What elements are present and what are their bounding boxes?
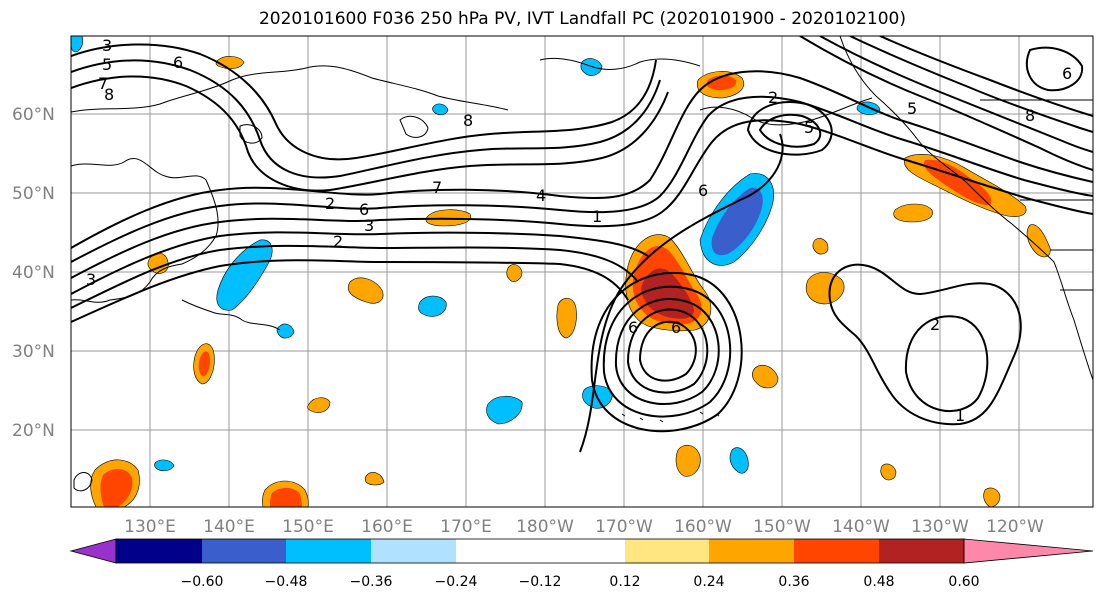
- latitude-labels: 60°N 50°N 40°N 30°N 20°N: [12, 105, 55, 441]
- contour-label: 8: [104, 85, 114, 104]
- colorbar-tick-label: −0.48: [265, 574, 308, 590]
- colorbar-segment: [202, 539, 286, 563]
- lon-label: 140°W: [832, 517, 890, 537]
- contour-label: 7: [432, 178, 442, 197]
- colorbar-tick-label: 0.36: [778, 574, 809, 590]
- map-frame: [70, 35, 1094, 508]
- ivt-negative-shading: [71, 36, 881, 474]
- colorbar-ticks: −0.60 −0.48 −0.36 −0.24 −0.12 0.12 0.24 …: [181, 574, 980, 590]
- lat-label: 30°N: [12, 342, 55, 362]
- contour-label: 6: [628, 318, 638, 337]
- contour-label: 1: [955, 406, 965, 425]
- contour-label: 8: [463, 111, 473, 130]
- pv-contours: [71, 36, 1093, 453]
- longitude-labels: 130°E 140°E 150°E 160°E 170°E 180°W 170°…: [124, 517, 1044, 537]
- contour-label: 2: [930, 315, 940, 334]
- lat-label: 60°N: [12, 105, 55, 125]
- colorbar-extend-low: [69, 538, 117, 564]
- contour-label: 1: [592, 207, 602, 226]
- colorbar-segment: [794, 539, 879, 563]
- colorbar-segment: [879, 539, 964, 563]
- contour-label: 2: [768, 88, 778, 107]
- colorbar-segment: [540, 539, 625, 563]
- colorbar-tick-label: −0.24: [435, 574, 478, 590]
- colorbar-segment: [286, 539, 371, 563]
- contour-label: 6: [698, 181, 708, 200]
- colorbar-tick-label: −0.12: [519, 574, 562, 590]
- contour-label: 6: [1062, 64, 1072, 83]
- map-title: 2020101600 F036 250 hPa PV, IVT Landfall…: [258, 9, 906, 29]
- contour-label: 7: [98, 74, 108, 93]
- colorbar-frame: [115, 538, 965, 564]
- lon-label: 130°W: [911, 517, 969, 537]
- contour-label: 2: [333, 232, 343, 251]
- contour-label: 5: [102, 55, 112, 74]
- lon-label: 160°W: [674, 517, 732, 537]
- contour-label: 3: [364, 216, 374, 235]
- lon-label: 170°W: [595, 517, 653, 537]
- lon-label: 160°E: [361, 517, 413, 537]
- contour-label: 3: [102, 36, 112, 55]
- colorbar-extend-high: [963, 538, 1094, 564]
- contour-label: 6: [359, 200, 369, 219]
- lon-label: 140°E: [203, 517, 255, 537]
- contour-label: 4: [536, 186, 546, 205]
- lat-label: 20°N: [12, 421, 55, 441]
- colorbar-segment: [456, 539, 540, 563]
- colorbar-tick-label: 0.48: [863, 574, 894, 590]
- colorbar-segment: [709, 539, 794, 563]
- contour-label: 5: [804, 118, 814, 137]
- lon-label: 170°E: [440, 517, 492, 537]
- contour-label: 6: [671, 318, 681, 337]
- colorbar-segment: [625, 539, 709, 563]
- colorbar-segment: [371, 539, 456, 563]
- contour-label: 5: [907, 99, 917, 118]
- contour-label: 3: [86, 270, 96, 289]
- colorbar-tick-label: −0.60: [181, 574, 224, 590]
- colorbar-tick-label: 0.24: [693, 574, 724, 590]
- contour-label: 8: [1025, 106, 1035, 125]
- contour-label: 6: [173, 53, 183, 72]
- colorbar-tick-label: 0.60: [948, 574, 979, 590]
- colorbar-tick-label: −0.36: [350, 574, 393, 590]
- colorbar-tick-label: 0.12: [609, 574, 640, 590]
- lon-label: 130°E: [124, 517, 176, 537]
- colorbar-segment: [116, 539, 202, 563]
- contour-label: 2: [325, 194, 335, 213]
- lat-label: 50°N: [12, 184, 55, 204]
- contour-labels: 3 5 7 8 6 8 2 6 7 4 1 2 3 3 6 6 6 2 1 2: [86, 36, 1072, 425]
- lon-label: 120°W: [986, 517, 1044, 537]
- lon-label: 150°W: [753, 517, 811, 537]
- lon-label: 180°W: [516, 517, 574, 537]
- lat-label: 40°N: [12, 263, 55, 283]
- lon-label: 150°E: [282, 517, 334, 537]
- colorbar: −0.60 −0.48 −0.36 −0.24 −0.12 0.12 0.24 …: [69, 538, 1094, 590]
